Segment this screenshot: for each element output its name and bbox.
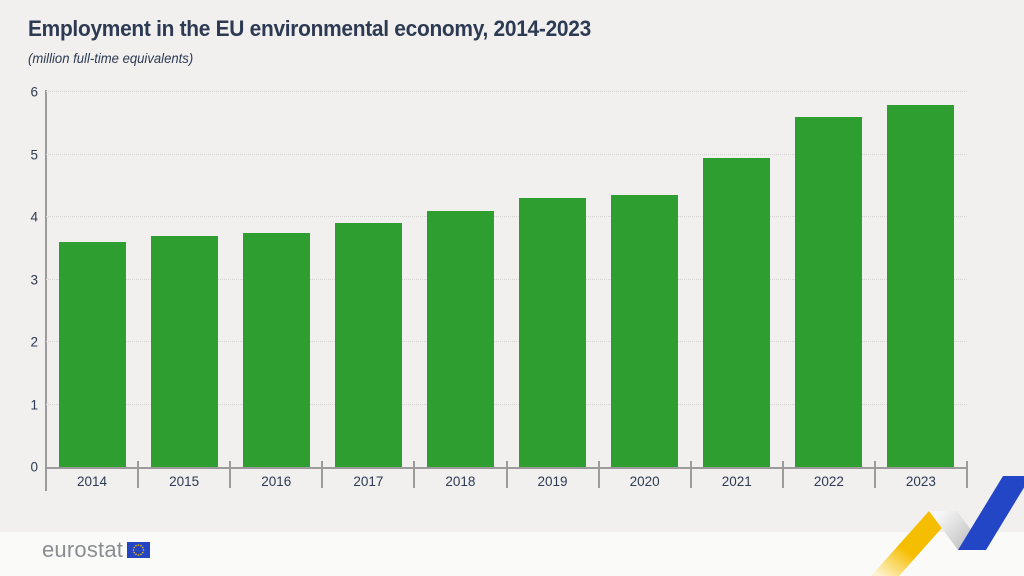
gridline-y-3 xyxy=(46,278,967,280)
y-axis-label-5: 5 xyxy=(30,147,38,162)
eu-flag-star xyxy=(142,546,144,549)
bar-2015 xyxy=(150,235,218,467)
eu-flag-star xyxy=(133,546,136,549)
x-axis-label-2022: 2022 xyxy=(813,474,844,489)
eu-flag-stars xyxy=(132,544,145,556)
x-axis-label-2018: 2018 xyxy=(445,474,476,489)
eu-flag-icon xyxy=(127,542,151,558)
x-axis-tick-3 xyxy=(321,461,324,488)
gridline-y-4 xyxy=(46,216,967,217)
plot-area xyxy=(46,91,967,467)
y-axis-label-1: 1 xyxy=(30,397,38,412)
bar-2016 xyxy=(242,232,310,467)
y-axis-label-3: 3 xyxy=(30,272,38,287)
eu-flag-star xyxy=(142,549,145,551)
x-axis-label-2023: 2023 xyxy=(905,474,936,489)
gridline-y-1 xyxy=(46,403,967,405)
x-axis-tick-8 xyxy=(781,461,784,488)
x-axis-tick-10 xyxy=(966,461,968,488)
x-axis-label-2021: 2021 xyxy=(721,474,752,489)
eu-flag-star xyxy=(137,554,140,556)
x-axis-label-2015: 2015 xyxy=(169,474,200,489)
eurostat-logo-text: eurostat xyxy=(42,537,124,562)
x-axis-tick-5 xyxy=(505,461,508,488)
gridline-y-6 xyxy=(46,91,967,92)
footer-bar: eurostat xyxy=(0,532,1024,576)
gridline-y-5 xyxy=(46,153,967,155)
bar-2017 xyxy=(334,223,402,467)
x-axis-label-2020: 2020 xyxy=(629,474,660,489)
ribbon-yellow-stripe xyxy=(871,511,957,576)
x-axis-tick-1 xyxy=(137,461,140,488)
bar-2020 xyxy=(611,195,679,467)
x-axis-tick-6 xyxy=(597,461,600,488)
ribbon-graphic xyxy=(871,476,1024,576)
x-axis-label-2016: 2016 xyxy=(261,474,292,489)
ribbon-blue-stripe xyxy=(958,476,1024,550)
eu-flag-star xyxy=(142,551,144,554)
y-axis-label-4: 4 xyxy=(30,209,38,225)
y-axis-label-6: 6 xyxy=(30,84,38,100)
eu-flag-star xyxy=(133,551,136,554)
x-axis-tick-2 xyxy=(229,461,232,488)
x-axis-tick-9 xyxy=(873,461,876,488)
x-axis-label-2017: 2017 xyxy=(353,474,384,489)
gridline-y-2 xyxy=(46,341,967,342)
y-axis-label-0: 0 xyxy=(30,459,38,475)
chart-header: Employment in the EU environmental econo… xyxy=(28,16,621,66)
x-axis-tick-7 xyxy=(689,461,692,488)
x-axis-tick-4 xyxy=(413,461,416,488)
bar-2023 xyxy=(887,104,955,467)
eu-flag-star xyxy=(140,553,142,556)
chart-subtitle: (million full-time equivalents) xyxy=(28,51,194,66)
bar-2022 xyxy=(795,117,863,467)
bar-2021 xyxy=(703,157,771,467)
bar-2014 xyxy=(58,242,126,467)
y-axis-label-2: 2 xyxy=(30,334,38,350)
eu-flag-star xyxy=(135,553,137,556)
bar-2019 xyxy=(519,198,587,467)
eurostat-logo: eurostat xyxy=(42,537,151,563)
x-axis-label-2019: 2019 xyxy=(537,474,568,489)
eu-flag-star xyxy=(140,544,142,547)
x-axis-tick-0 xyxy=(45,461,47,488)
bar-2018 xyxy=(426,210,494,467)
y-axis-line xyxy=(45,90,47,491)
eu-flag-star xyxy=(135,544,137,547)
x-axis-label-2014: 2014 xyxy=(77,474,108,489)
eu-flag-star xyxy=(132,549,135,551)
chart-title: Employment in the EU environmental econo… xyxy=(28,16,591,41)
eu-flag-star xyxy=(137,544,140,546)
